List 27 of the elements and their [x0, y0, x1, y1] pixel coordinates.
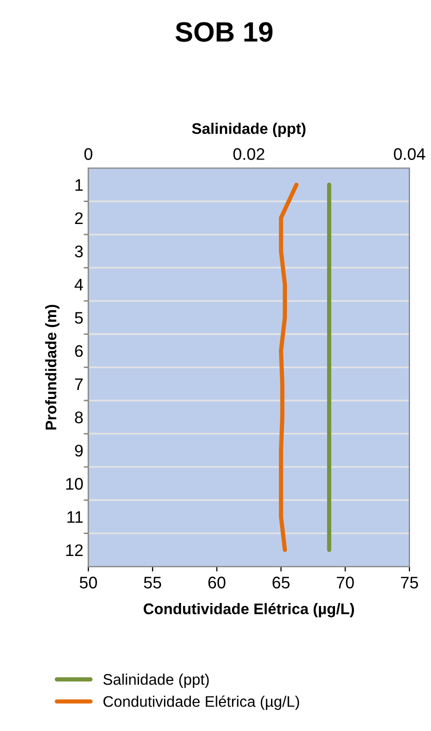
x2-tick-label: 0 — [84, 148, 92, 160]
x-tick-label: 50 — [80, 576, 97, 588]
y-tick-label: 4 — [74, 278, 84, 290]
x-tick-label: 75 — [401, 576, 418, 588]
y-tick-label: 3 — [74, 246, 83, 258]
x-tick-label: 55 — [144, 576, 162, 588]
y-axis-title: Profundidade (m) — [45, 304, 60, 430]
x2-tick-label: 0.04 — [394, 148, 426, 160]
y-tick-label: 12 — [66, 544, 83, 556]
y-tick-label: 10 — [66, 478, 83, 490]
y-tick-label: 8 — [74, 412, 83, 424]
x-tick-label: 70 — [336, 576, 354, 588]
y-tick-label: 6 — [75, 345, 83, 357]
y-tick-label: 7 — [75, 378, 83, 390]
y-tick-label: 1 — [75, 179, 83, 191]
legend-label: Salinidade (ppt) — [103, 674, 209, 688]
y-tick-label: 2 — [75, 212, 83, 224]
chart-title: SOB 19 — [176, 22, 272, 42]
y-tick-label: 9 — [75, 444, 83, 457]
x-tick-label: 65 — [272, 576, 290, 588]
x2-axis-title: Salinidade (ppt) — [192, 122, 306, 138]
legend-label: Condutividade Elétrica (µg/L) — [103, 696, 300, 710]
y-tick-label: 11 — [67, 511, 83, 523]
x2-tick-label: 0.02 — [233, 148, 264, 160]
y-tick-label: 5 — [74, 312, 83, 324]
x-axis-title: Condutividade Elétrica (µg/L) — [144, 602, 354, 618]
x-tick-label: 60 — [208, 576, 226, 588]
